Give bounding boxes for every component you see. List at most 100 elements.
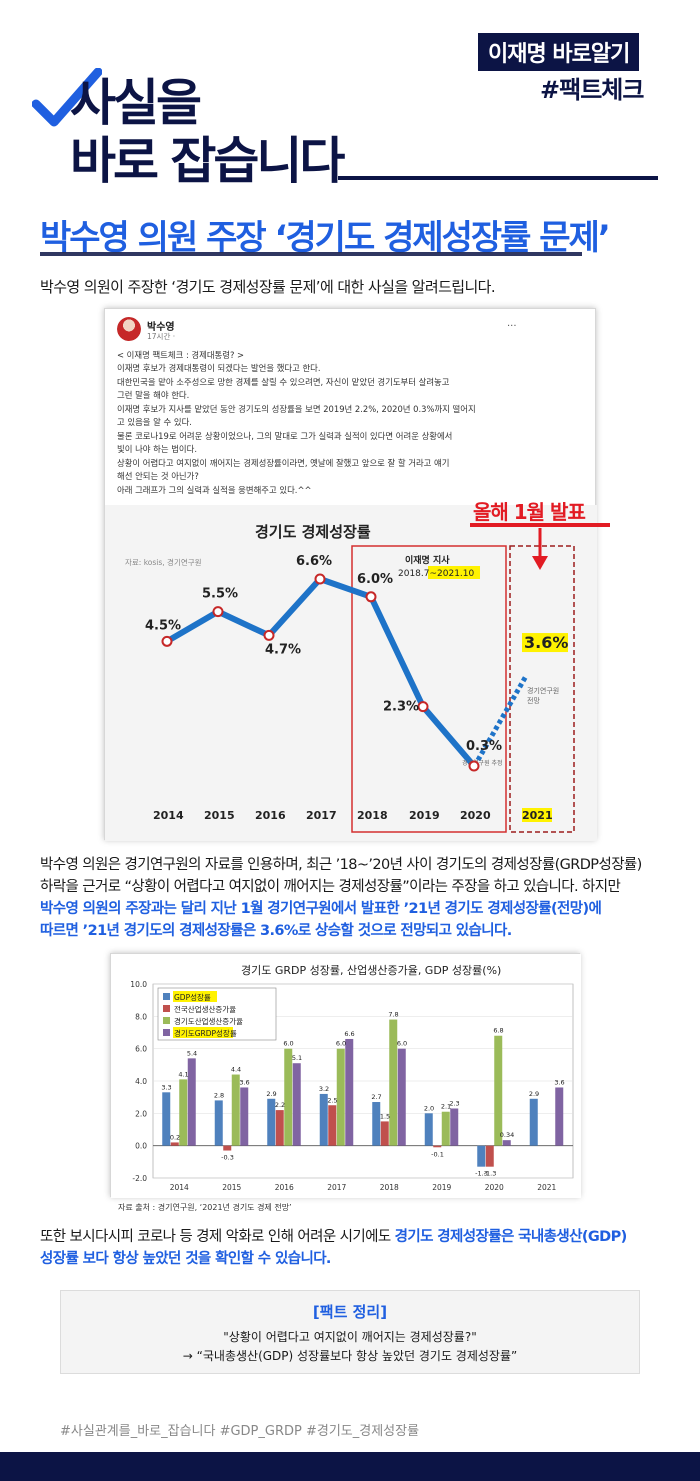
bar-value-label: 6.6 <box>344 1030 354 1038</box>
bar <box>389 1019 398 1146</box>
bar <box>555 1087 564 1146</box>
bar <box>328 1105 337 1146</box>
line-chart-title: 경기도 경제성장률 <box>255 523 371 541</box>
bar <box>284 1048 293 1146</box>
legend-swatch <box>163 1017 170 1024</box>
bar <box>179 1079 188 1146</box>
bar <box>240 1087 249 1146</box>
paragraph-3: 또한 보시다시피 코로나 등 경제 악화로 인해 어려운 시기에도 경기도 경제… <box>40 1229 627 1267</box>
y-tick-label: 0.0 <box>135 1142 147 1151</box>
highlight-2021-tick <box>522 808 552 822</box>
line-point <box>314 573 326 585</box>
period-highlight <box>428 566 480 579</box>
x-tick-label: 2014 <box>170 1183 189 1192</box>
bar-value-label: 6.8 <box>493 1027 503 1035</box>
bar-value-label: 3.6 <box>239 1078 249 1086</box>
bar <box>502 1140 511 1146</box>
x-tick-label: 2019 <box>432 1183 451 1192</box>
forecast-annotation-a: 경기연구원 <box>527 686 559 695</box>
y-tick-label: 4.0 <box>135 1077 147 1086</box>
line-point <box>212 606 224 618</box>
y-tick-label: 6.0 <box>135 1045 147 1054</box>
x-tick-label: 2019 <box>409 809 440 822</box>
bar <box>477 1145 486 1167</box>
bar-chart-title: 경기도 GRDP 성장률, 산업생산증가율, GDP 성장률(%) <box>241 964 501 977</box>
bar-value-label: 6.0 <box>283 1040 293 1048</box>
value-label: 6.0% <box>357 572 393 587</box>
governor-label: 이재명 지사 <box>405 554 450 566</box>
bar <box>223 1145 232 1151</box>
governor-term-box <box>351 545 507 833</box>
bar-source: 자료 출처 : 경기연구원, ‘2021년 경기도 경제 전망’ <box>118 1203 292 1212</box>
bar-value-label: -0.1 <box>431 1150 444 1158</box>
forecast-annotation: 경기연구원 추정 <box>462 759 503 767</box>
x-tick-label: 2016 <box>255 809 286 822</box>
legend-swatch <box>163 993 170 1000</box>
x-tick-label: 2020 <box>485 1183 504 1192</box>
footer-hashtags: #사실관계를_바로_잡습니다 #GDP_GRDP #경기도_경제성장률 <box>60 1424 420 1439</box>
value-label: 0.3% <box>466 739 502 754</box>
y-tick-label: 10.0 <box>130 980 147 989</box>
bar <box>424 1113 433 1146</box>
legend-label: GDP성장률 <box>174 992 211 1002</box>
bar <box>275 1110 284 1146</box>
bar <box>345 1038 354 1146</box>
callout-text: 올해 1월 발표 <box>473 500 586 524</box>
grdp-bar-chart: 경기도 GRDP 성장률, 산업생산증가율, GDP 성장률(%) 10.0 8.… <box>111 954 581 1198</box>
fb-post-card: 박수영 17시간 · ··· < 이재명 팩트체크 : 경제대통령? > 이재명… <box>104 308 597 841</box>
highlight-2021 <box>522 633 568 653</box>
bar <box>441 1111 450 1146</box>
x-tick-label: 2020 <box>460 809 491 822</box>
bar-value-label: 2.5 <box>327 1096 337 1104</box>
hashtag-factcheck: #팩트체크 <box>540 76 644 104</box>
line-point <box>161 635 173 647</box>
bar-value-label: 0.2 <box>170 1133 180 1141</box>
bar-value-label: 3.2 <box>319 1085 329 1093</box>
bar-value-label: 2.2 <box>275 1101 285 1109</box>
value-label: 4.5% <box>145 618 181 633</box>
bar <box>170 1142 179 1146</box>
bar-value-label: 2.7 <box>371 1093 381 1101</box>
bar-value-label: 2.3 <box>449 1099 459 1107</box>
bar-chart-card: 경기도 GRDP 성장률, 산업생산증가율, GDP 성장률(%) 10.0 8.… <box>110 953 581 1198</box>
arrow-down-icon <box>532 528 548 570</box>
forecast-annotation-b: 전망 <box>527 696 540 705</box>
line-chart-source: 자료: kosis, 경기연구원 <box>125 557 202 567</box>
bar <box>292 1063 301 1146</box>
y-tick-label: 8.0 <box>135 1012 147 1021</box>
fb-body: < 이재명 팩트체크 : 경제대통령? > 이재명 후보가 경제대통령이 되겠다… <box>117 350 476 495</box>
bar <box>231 1074 240 1146</box>
x-tick-label: 2017 <box>327 1183 346 1192</box>
bar <box>267 1098 276 1146</box>
more-icon[interactable]: ··· <box>507 321 517 332</box>
fact-line1: "상황이 어렵다고 여지없이 깨어지는 경제성장률?" <box>223 1330 477 1344</box>
fb-time: 17시간 · <box>147 332 176 341</box>
bar-value-label: -1.3 <box>484 1170 497 1178</box>
value-label: 6.6% <box>296 554 332 569</box>
bar-value-label: 5.4 <box>187 1049 197 1057</box>
line-point <box>417 701 429 713</box>
bar <box>433 1145 442 1148</box>
title-line2: 바로 잡습니다 <box>70 132 345 190</box>
bar-value-label: 3.6 <box>554 1078 564 1086</box>
x-tick-label: 2017 <box>306 809 337 822</box>
legend-label: 전국산업생산증가율 <box>174 1004 236 1014</box>
forecast-line <box>475 674 529 762</box>
bar <box>494 1035 503 1146</box>
bar-value-label: 2.1 <box>441 1103 451 1111</box>
bar <box>214 1100 223 1146</box>
tag-badge: 이재명 바로알기 <box>478 33 640 71</box>
avatar[interactable] <box>117 317 141 341</box>
bar <box>529 1098 538 1146</box>
line-point <box>365 591 377 603</box>
bar-value-label: 5.1 <box>292 1054 302 1062</box>
bar-value-label: -0.3 <box>221 1154 234 1162</box>
x-tick-label: 2018 <box>380 1183 399 1192</box>
intro-text: 박수영 의원이 주장한 ‘경기도 경제성장률 문제’에 대한 사실을 알려드립니… <box>40 278 496 296</box>
legend-swatch <box>163 1029 170 1036</box>
bar <box>485 1145 494 1167</box>
fb-author[interactable]: 박수영 <box>147 322 175 333</box>
governor-period: 2018.7~2021.10 <box>398 569 475 579</box>
paragraph-2: 박수영 의원은 경기연구원의 자료를 인용하며, 최근 ’18~’20년 사이 … <box>40 857 642 939</box>
